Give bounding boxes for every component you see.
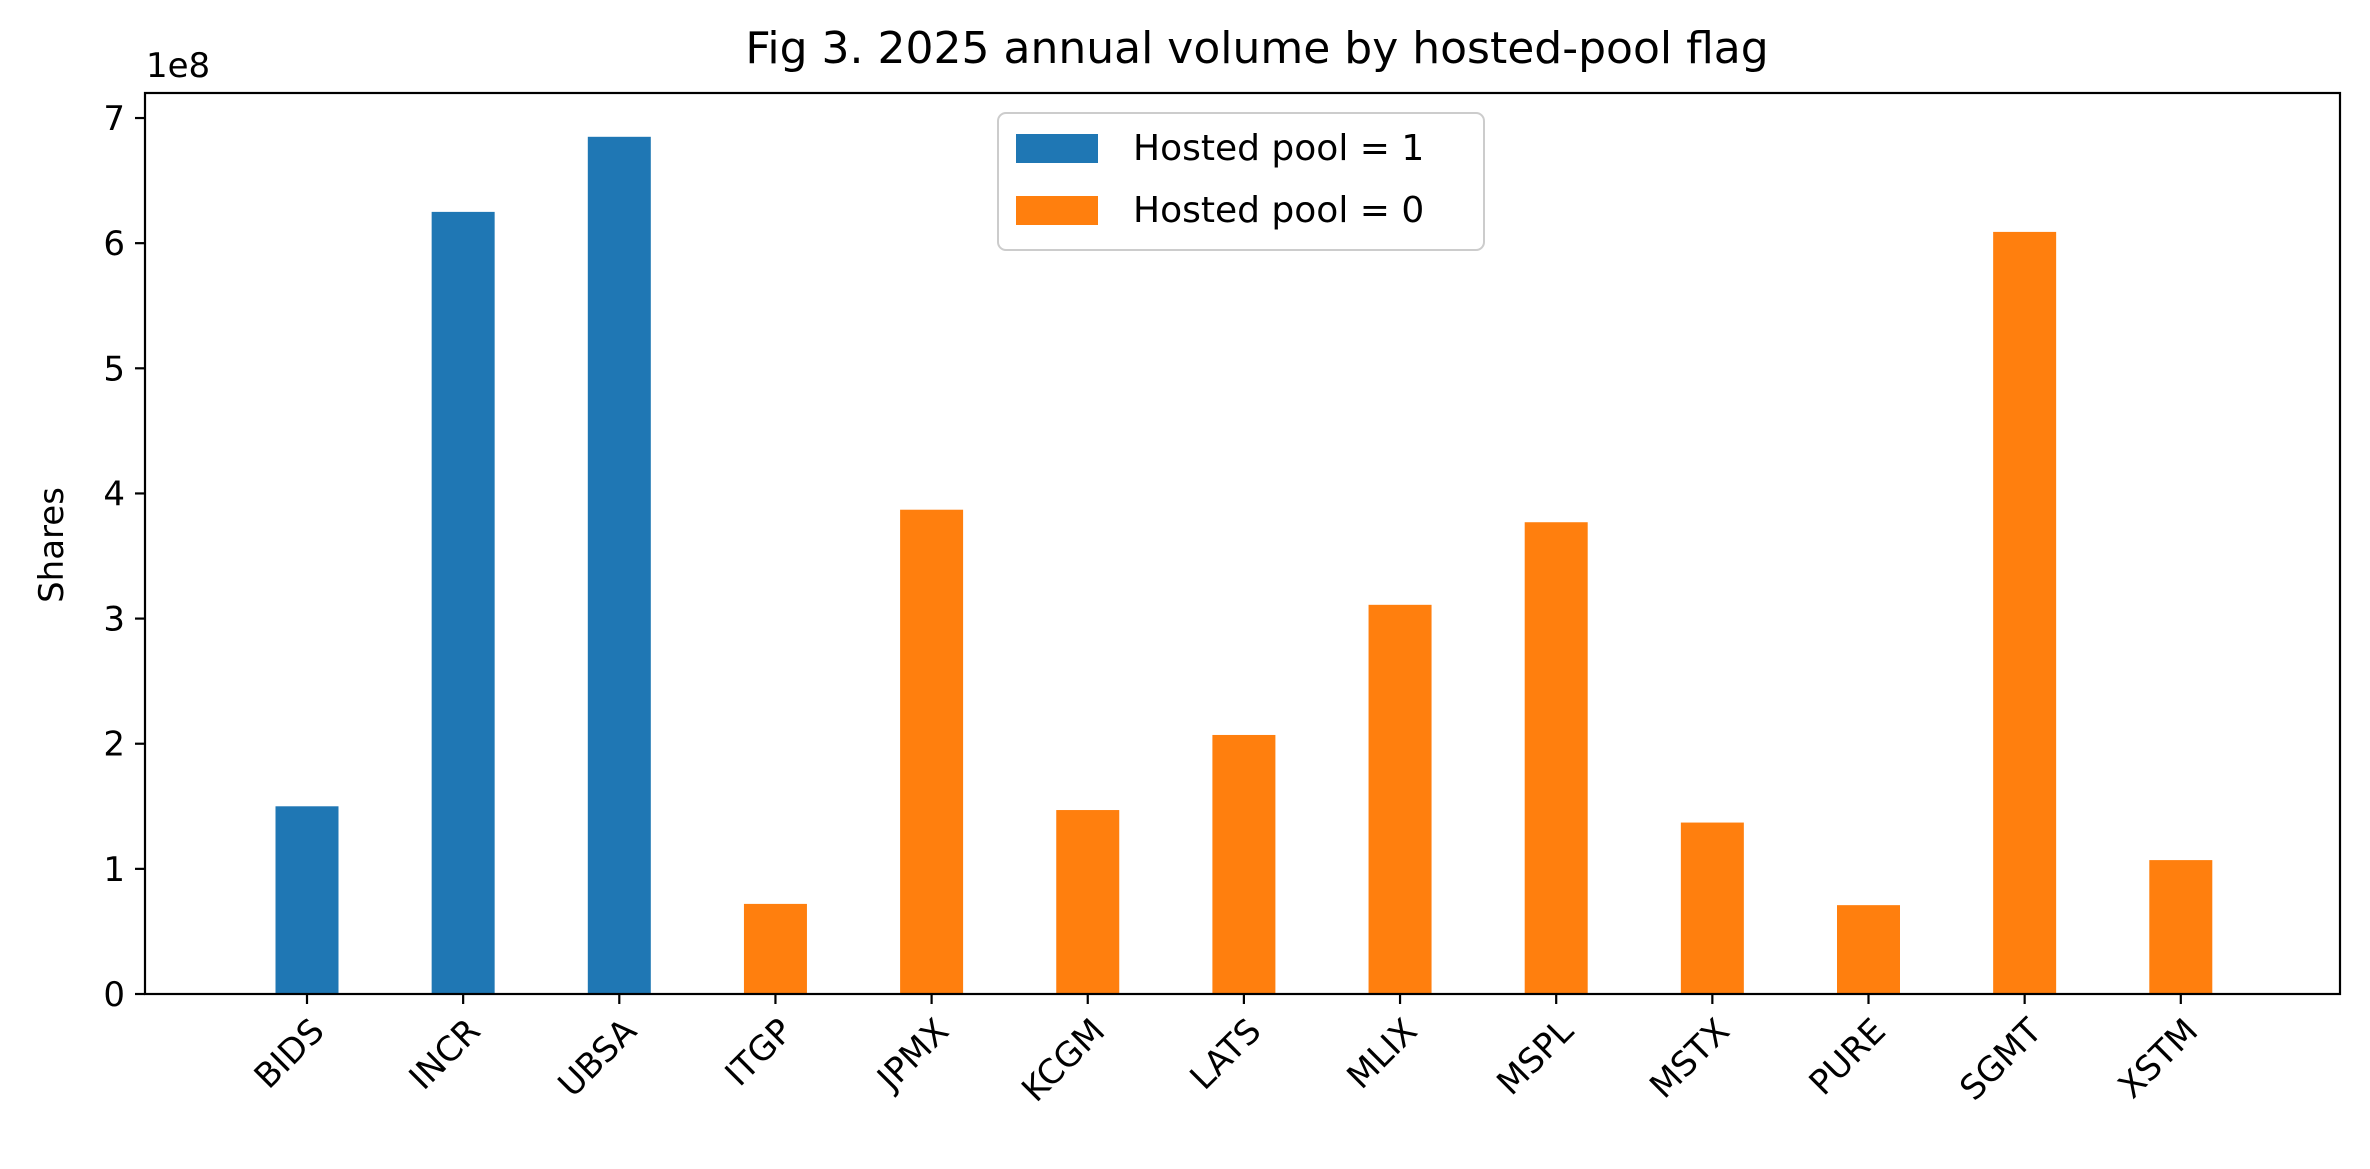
bar-mstx <box>1680 822 1744 994</box>
bar-mspl <box>1524 522 1588 994</box>
legend-label-hosted-0: Hosted pool = 0 <box>1133 190 1424 231</box>
bar-jpmx <box>900 509 964 994</box>
y-tick-label: 2 <box>103 725 125 765</box>
bar-xstm <box>2149 860 2213 994</box>
y-tick-label: 1 <box>103 850 125 890</box>
bar-kcgm <box>1056 810 1120 994</box>
legend-swatch-hosted-1 <box>1016 134 1098 163</box>
bar-itgp <box>743 903 807 994</box>
legend-swatch-hosted-0 <box>1016 196 1098 225</box>
y-ticks-group: 0 1 2 3 4 5 6 7 <box>103 99 145 1015</box>
bar-mlix <box>1368 604 1432 994</box>
bars-group <box>275 136 2213 995</box>
bar-pure <box>1837 905 1900 994</box>
bar-sgmt <box>1993 231 2057 994</box>
legend-frame <box>997 112 1485 251</box>
bar-bids <box>275 806 339 994</box>
y-axis-offset-label: 1e8 <box>146 46 210 86</box>
y-axis-label: Shares <box>32 487 72 603</box>
y-tick-label: 5 <box>103 349 125 389</box>
bar-lats <box>1212 734 1276 994</box>
legend: Hosted pool = 1 Hosted pool = 0 <box>997 112 1485 251</box>
legend-label-hosted-1: Hosted pool = 1 <box>1133 128 1424 169</box>
plot-frame <box>143 91 2342 996</box>
y-tick-label: 6 <box>103 224 125 264</box>
y-tick-label: 3 <box>103 600 125 640</box>
y-tick-label: 0 <box>103 975 125 1015</box>
y-tick-label: 7 <box>103 99 125 139</box>
y-tick-label: 4 <box>103 474 125 514</box>
bar-incr <box>431 211 495 994</box>
bar-ubsa <box>587 136 651 995</box>
chart-title: Fig 3. 2025 annual volume by hosted-pool… <box>745 23 1768 74</box>
